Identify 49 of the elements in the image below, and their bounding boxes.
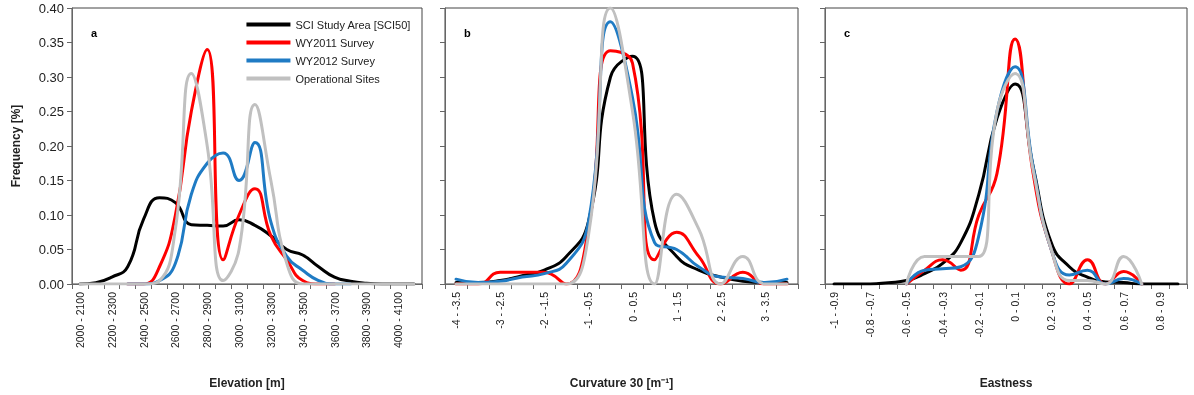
x-axis-title: Eastness	[979, 376, 1033, 390]
x-tick-label: 0.6 - 0.7	[1117, 291, 1130, 331]
text: a	[91, 26, 98, 39]
x-tick-label: 0.8 - 0.9	[1153, 291, 1166, 331]
text: c	[844, 26, 851, 39]
legend-label: WY2011 Survey	[295, 36, 375, 49]
y-tick-label: 0.10	[38, 207, 64, 223]
legend-label: SCI Study Area [SCI50]	[295, 18, 411, 31]
x-tick-label: 3000 - 3100	[233, 291, 246, 349]
legend-label: Operational Sites	[295, 72, 381, 85]
x-tick-label: 2 - 2.5	[714, 291, 727, 322]
y-tick-label: 0.30	[38, 69, 64, 85]
x-tick-label: -2 - -1.5	[538, 291, 551, 329]
y-tick-label: 0.20	[38, 138, 64, 154]
y-tick-label: 0.15	[38, 173, 64, 188]
text: b	[464, 26, 471, 39]
x-tick-label: -0.2 - -0.1	[972, 291, 985, 338]
legend-label: WY2012 Survey	[295, 54, 376, 67]
y-tick-label: 0.35	[38, 35, 64, 50]
x-tick-label: 0.2 - 0.3	[1045, 291, 1058, 331]
x-tick-label: 0 - 0.1	[1009, 291, 1022, 322]
y-tick-label: 0.05	[38, 242, 64, 257]
x-tick-label: 2800 - 2900	[201, 291, 214, 349]
x-tick-label: 3800 - 3900	[360, 291, 373, 349]
x-tick-label: -1 - -0.5	[582, 291, 595, 329]
x-axis-title: Curvature 30 [m⁻¹]	[569, 376, 674, 390]
x-tick-label: 3600 - 3700	[328, 291, 341, 349]
x-tick-label: -3 - -2.5	[494, 291, 507, 329]
x-tick-label: 4000 - 4100	[392, 291, 405, 349]
x-tick-label: -4 - -3.5	[450, 291, 463, 329]
x-tick-label: 3200 - 3300	[264, 291, 277, 349]
y-axis-title: Frequency [%]	[9, 104, 23, 188]
x-tick-label: 0 - 0.5	[626, 291, 639, 322]
x-tick-label: 2400 - 2500	[137, 291, 150, 349]
x-tick-label: -0.6 - -0.5	[900, 291, 913, 338]
x-axis-title: Elevation [m]	[209, 376, 285, 390]
y-tick-label: 0.25	[38, 104, 64, 119]
x-tick-label: 0.4 - 0.5	[1081, 291, 1094, 331]
x-tick-label: -1 - -0.9	[828, 291, 841, 329]
x-tick-label: -0.4 - -0.3	[936, 291, 949, 338]
x-tick-label: 3400 - 3500	[296, 291, 309, 349]
x-tick-label: 2600 - 2700	[169, 291, 182, 349]
x-tick-label: 3 - 3.5	[758, 291, 771, 322]
x-tick-label: 1 - 1.5	[670, 291, 683, 322]
x-tick-label: 2000 - 2100	[73, 291, 86, 349]
y-tick-label: 0.00	[38, 276, 64, 292]
x-tick-label: -0.8 - -0.7	[864, 291, 877, 338]
x-tick-label: 2200 - 2300	[105, 291, 118, 349]
y-tick-label: 0.40	[38, 0, 64, 16]
